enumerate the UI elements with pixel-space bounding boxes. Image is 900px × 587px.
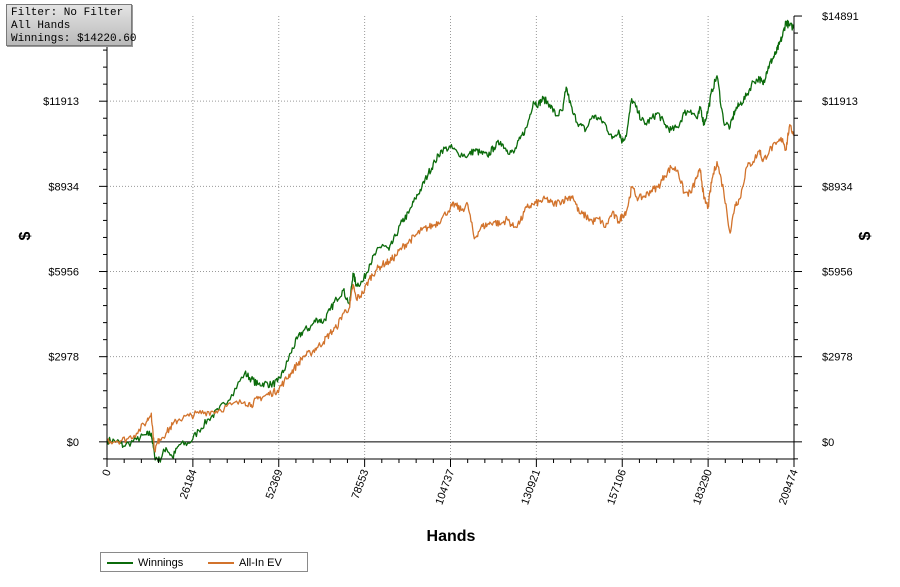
legend-entry-all-in-ev: All-In EV (208, 556, 282, 569)
axes (99, 15, 802, 467)
y-tick-label-left: $2978 (48, 352, 79, 364)
y-tick-label-left: $5956 (48, 267, 79, 279)
legend-entry-winnings: Winnings (107, 556, 183, 569)
winnings-label: Winnings: $14220.60 (11, 33, 137, 45)
legend-label-all-in-ev: All-In EV (239, 556, 282, 569)
y-tick-label-right: $8934 (822, 181, 853, 193)
x-axis-title: Hands (427, 528, 476, 545)
x-tick-label: 104737 (433, 468, 457, 507)
y-tick-label-right: $14891 (822, 11, 859, 23)
legend: Winnings All-In EV (100, 552, 308, 572)
legend-label-winnings: Winnings (138, 556, 184, 569)
grid (107, 16, 794, 459)
legend-swatch-winnings (107, 561, 133, 564)
legend-swatch-all-in-ev (208, 561, 234, 564)
y-tick-label-right: $11913 (822, 96, 858, 108)
y-tick-label-right: $5956 (822, 267, 853, 279)
series-line-winnings (106, 19, 795, 463)
series-line-all-in-ev (106, 123, 795, 453)
x-tick-label: 130921 (519, 468, 543, 507)
x-tick-label: 157106 (605, 468, 629, 507)
y-tick-label-right: $0 (822, 437, 834, 449)
y-tick-label-right: $2978 (822, 352, 853, 364)
x-tick-label: 52369 (264, 468, 286, 501)
y-axis-title-right: $ (857, 231, 874, 240)
hands-label: All Hands (11, 20, 71, 32)
x-tick-label: 209474 (777, 468, 801, 507)
x-tick-label: 0 (100, 468, 113, 478)
y-tick-label-left: $11913 (43, 96, 79, 108)
series-lines (106, 19, 795, 463)
x-tick-label: 183290 (691, 468, 715, 507)
y-axis-title-left: $ (17, 231, 34, 240)
x-tick-label: 78553 (350, 468, 372, 501)
y-tick-label-left: $0 (67, 437, 79, 449)
x-tick-label: 26184 (178, 468, 200, 501)
filter-info-box: Filter: No Filter All Hands Winnings: $1… (6, 4, 137, 46)
filter-label: Filter: No Filter (11, 7, 124, 19)
y-tick-label-left: $8934 (48, 181, 79, 193)
